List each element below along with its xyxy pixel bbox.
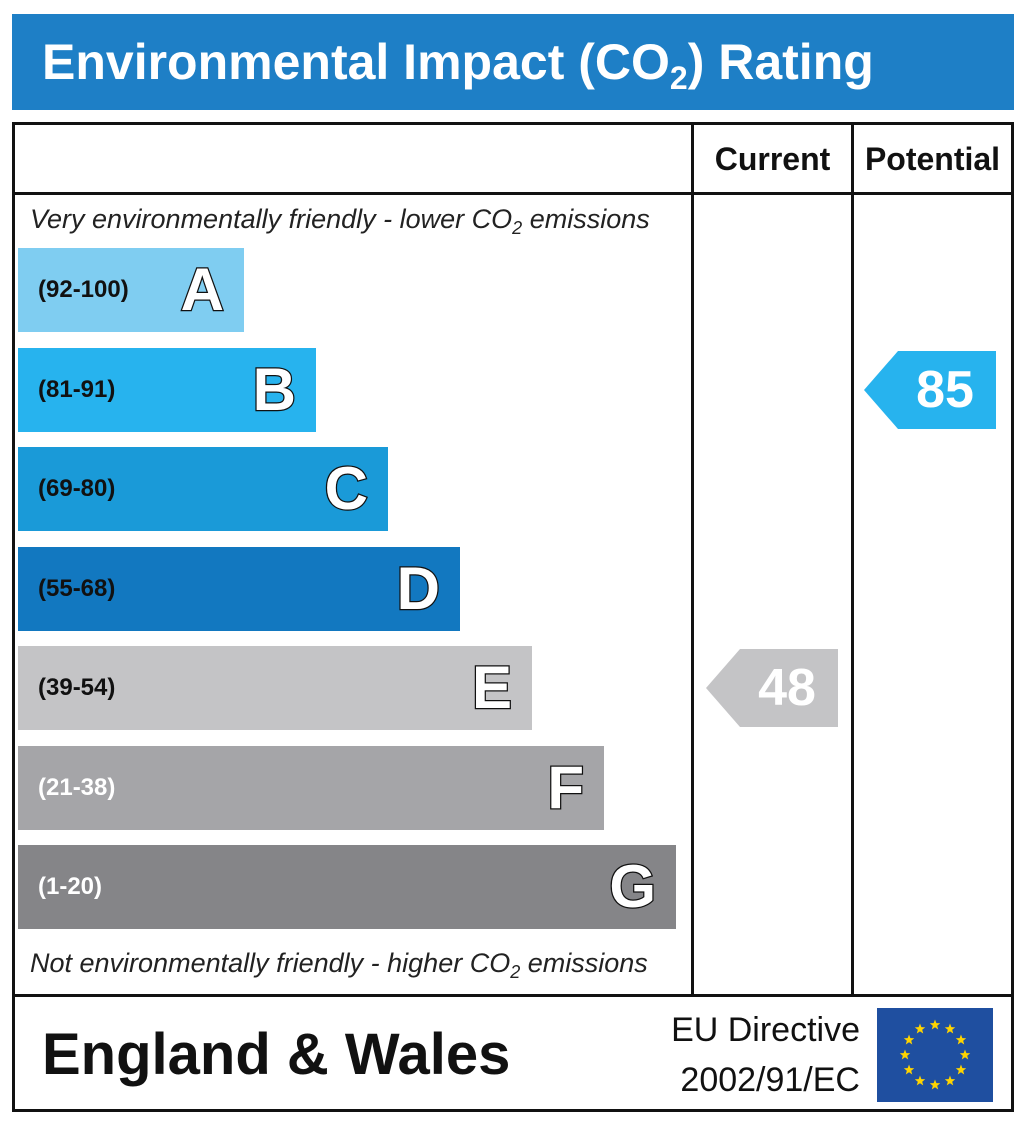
band-c-letter: C <box>323 455 369 522</box>
band-e-letter: E <box>471 654 514 721</box>
eu-star-icon <box>899 1049 911 1060</box>
band-b-range: (81-91) <box>38 376 116 403</box>
band-f: (21-38) F <box>18 746 604 830</box>
current-rating-arrow: 48 <box>706 649 838 727</box>
potential-arrow-shape <box>864 351 996 429</box>
eu-star-icon <box>944 1075 956 1086</box>
header-divider <box>12 192 1014 195</box>
region-label: England & Wales <box>42 1022 511 1087</box>
current-rating-value: 48 <box>758 659 816 717</box>
band-c-range: (69-80) <box>38 475 116 502</box>
eu-star-icon <box>929 1079 941 1090</box>
potential-rating-arrow: 85 <box>864 351 996 429</box>
potential-rating-value: 85 <box>916 361 974 419</box>
eu-star-icon <box>903 1064 915 1075</box>
directive-line1: EU Directive <box>671 1011 860 1049</box>
footer-divider <box>12 994 1014 997</box>
band-g: (1-20) G <box>18 845 676 929</box>
directive-line2: 2002/91/EC <box>680 1061 860 1099</box>
band-a: (92-100) A <box>18 248 244 332</box>
band-e-range: (39-54) <box>38 674 116 701</box>
eu-star-icon <box>955 1034 967 1045</box>
eu-star-icon <box>959 1049 971 1060</box>
band-b: (81-91) B <box>18 348 316 432</box>
title-bar: Environmental Impact (CO2) Rating <box>12 14 1014 110</box>
eu-star-icon <box>914 1075 926 1086</box>
band-g-letter: G <box>608 853 657 920</box>
band-a-range: (92-100) <box>38 276 129 303</box>
current-arrow-shape <box>706 649 838 727</box>
top-caption: Very environmentally friendly - lower CO… <box>30 204 650 238</box>
potential-column-header: Potential <box>864 141 1001 177</box>
band-g-range: (1-20) <box>38 873 103 900</box>
chart-title: Environmental Impact (CO2) Rating <box>42 34 874 96</box>
bottom-caption: Not environmentally friendly - higher CO… <box>30 948 648 982</box>
band-f-range: (21-38) <box>38 774 116 801</box>
eu-star-icon <box>944 1023 956 1034</box>
band-a-letter: A <box>179 256 225 323</box>
eu-star-icon <box>914 1023 926 1034</box>
eu-star-icon <box>929 1019 941 1030</box>
eu-flag-icon <box>877 1008 993 1102</box>
chart-frame <box>12 122 1014 1112</box>
band-d-range: (55-68) <box>38 575 116 602</box>
band-d: (55-68) D <box>18 547 460 631</box>
band-f-letter: F <box>546 754 585 821</box>
current-column-header: Current <box>714 141 831 177</box>
band-d-letter: D <box>395 555 441 622</box>
eu-star-icon <box>903 1034 915 1045</box>
band-e: (39-54) E <box>18 646 532 730</box>
potential-column-divider <box>851 122 854 996</box>
eu-star-icon <box>955 1064 967 1075</box>
current-column-divider <box>691 122 694 996</box>
band-c: (69-80) C <box>18 447 388 531</box>
band-b-letter: B <box>251 356 297 423</box>
